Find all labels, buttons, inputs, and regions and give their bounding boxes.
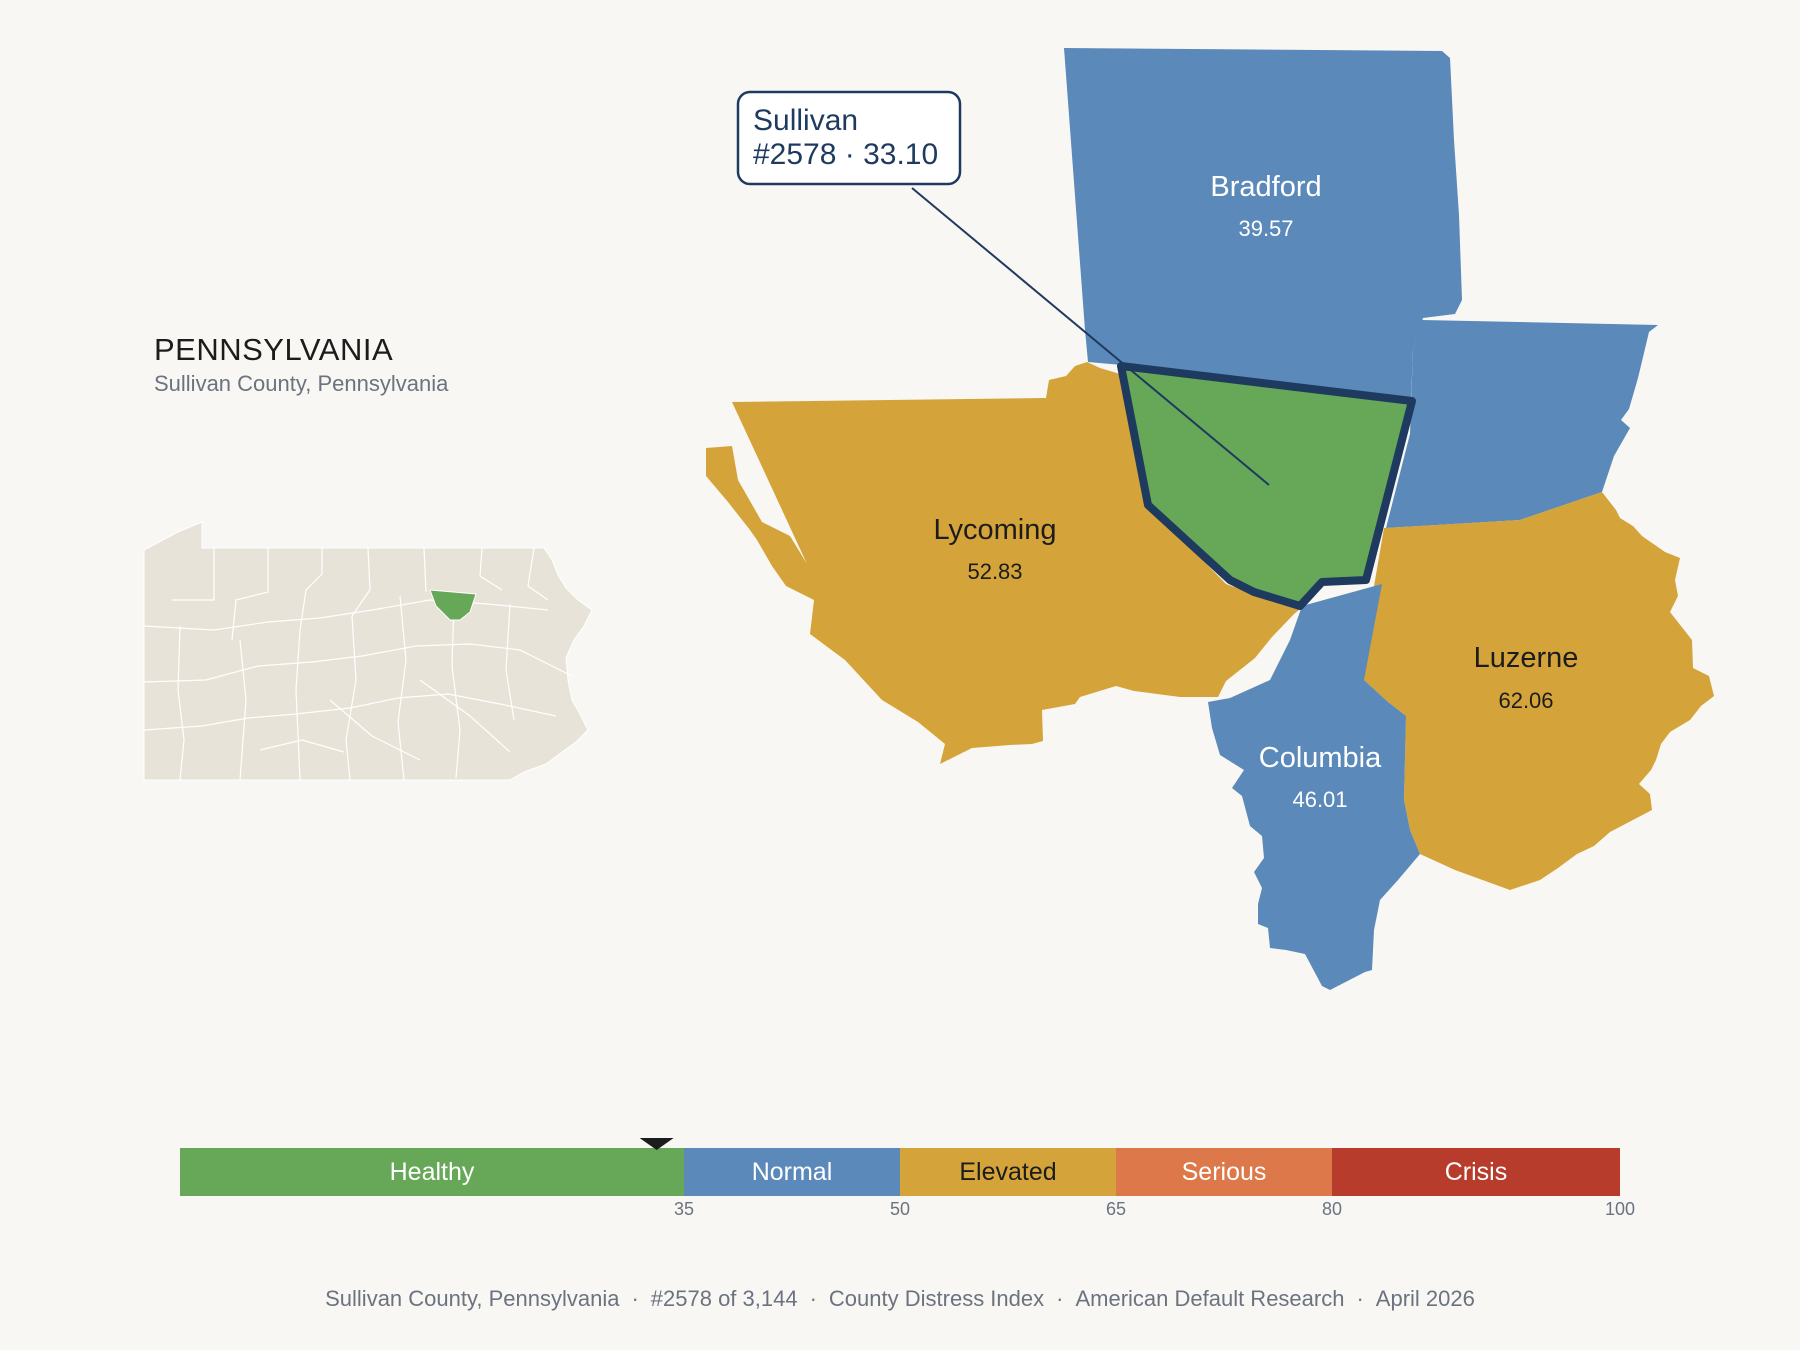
footer-separator: · [809,1286,817,1311]
footer-separator: · [1356,1286,1364,1311]
scale-band-label: Healthy [390,1158,475,1186]
county-value-lycoming: 52.83 [967,559,1022,584]
county-label-columbia: Columbia [1259,742,1382,774]
county-lycoming[interactable] [706,362,1304,764]
scale-tick-label: 80 [1322,1199,1342,1219]
footer-separator: · [1056,1286,1064,1311]
scale-tick-label: 50 [890,1199,910,1219]
callout: Sullivan #2578 · 33.10 [736,90,1270,486]
state-inset-county-lines [143,547,573,781]
county-wyoming[interactable] [1386,320,1658,528]
scale-band-label: Elevated [959,1158,1056,1186]
footer-location: Sullivan County, Pennsylvania [325,1286,620,1311]
county-sullivan[interactable] [1117,362,1416,610]
county-label-luzerne: Luzerne [1474,642,1579,674]
county-luzerne[interactable] [1362,492,1714,890]
callout-county-name: Sullivan [753,104,858,137]
county-label-lycoming: Lycoming [933,514,1056,546]
footer-date: April 2026 [1375,1286,1475,1311]
callout-box [736,90,962,186]
county-bradford[interactable] [1064,48,1462,400]
callout-leader-line [911,187,1270,486]
footer-rank: #2578 of 3,144 [650,1286,798,1311]
callout-rank-score: #2578 · 33.10 [753,138,938,171]
scale-tick-label: 65 [1106,1199,1126,1219]
scale-band-label: Normal [752,1158,833,1186]
scale-band-label: Serious [1182,1158,1267,1186]
county-value-luzerne: 62.06 [1498,688,1553,713]
footer-index-name: County Distress Index [828,1286,1045,1311]
scale-tick-label: 35 [674,1199,694,1219]
scale-band-elevated [900,1148,1116,1196]
scale-band-serious [1116,1148,1332,1196]
distress-scale-legend: Healthy Normal Elevated Serious Crisis 35 50 65… [180,1138,1635,1219]
state-inset-sullivan-highlight [429,589,477,621]
county-map: Bradford 39.57 Lycoming 52.83 Luzerne 62… [706,48,1714,990]
footer-credits: Sullivan County, Pennsylvania · #2578 of 3… [0,1286,1800,1312]
scale-position-marker [639,1138,674,1150]
state-inset-map [143,521,593,781]
scale-band-crisis [1332,1148,1620,1196]
county-value-bradford: 39.57 [1238,216,1293,241]
scale-band-healthy [180,1148,684,1196]
state-inset-outline [143,521,593,781]
scale-band-normal [684,1148,900,1196]
county-columbia[interactable] [1208,584,1420,990]
state-subtitle: Sullivan County, Pennsylvania [154,371,449,396]
county-label-bradford: Bradford [1210,171,1321,203]
scale-band-label: Crisis [1445,1158,1508,1186]
footer-source: American Default Research [1075,1286,1345,1311]
county-value-columbia: 46.01 [1292,787,1347,812]
footer-separator: · [631,1286,639,1311]
state-title: PENNSYLVANIA [154,332,394,367]
scale-tick-label: 100 [1605,1199,1635,1219]
